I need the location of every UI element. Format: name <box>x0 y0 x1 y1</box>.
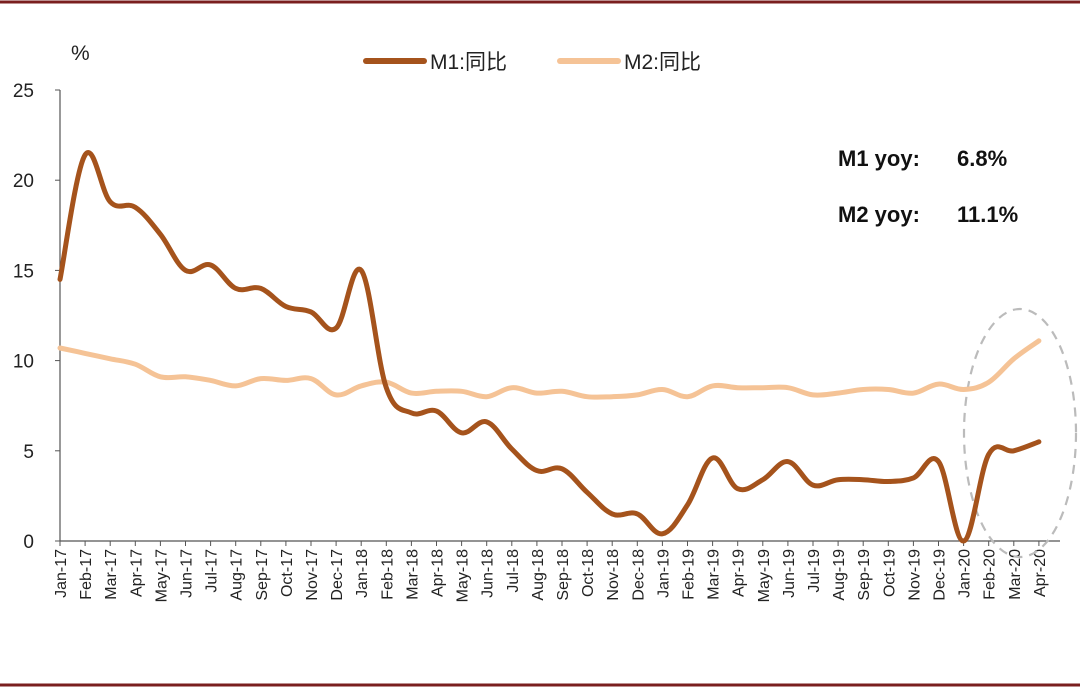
x-tick-label: Jan-19 <box>655 549 672 598</box>
x-tick-label: Sep-17 <box>254 549 271 601</box>
x-tick-label: Sep-19 <box>856 549 873 601</box>
annotation-m1: M1 yoy: 6.8% <box>838 146 1007 171</box>
x-tick-label: Feb-19 <box>681 549 698 600</box>
x-tick-label: Jun-18 <box>480 549 497 598</box>
x-tick-label: Apr-18 <box>430 549 447 597</box>
y-tick-label: 5 <box>23 442 34 463</box>
x-tick-label: Mar-20 <box>1007 549 1024 600</box>
x-tick-label: Jan-18 <box>354 549 371 598</box>
series-line-m2 <box>57 338 1042 400</box>
x-tick-label: Aug-19 <box>831 549 848 601</box>
x-tick-label: Jul-19 <box>806 549 823 593</box>
annotation-m2-label: M2 yoy: <box>838 202 920 227</box>
x-tick-label: Oct-17 <box>279 549 296 597</box>
annotation-m2: M2 yoy: 11.1% <box>838 202 1018 227</box>
x-tick-label: Dec-19 <box>932 549 949 601</box>
x-tick-label: Aug-18 <box>530 549 547 601</box>
x-tick-label: Jan-17 <box>53 549 70 598</box>
x-tick-label: Nov-19 <box>906 549 923 601</box>
x-tick-label: Jun-17 <box>179 549 196 598</box>
series-line-m1 <box>57 150 1042 544</box>
x-tick-label: Feb-20 <box>982 549 999 600</box>
highlight-ellipse <box>962 307 1078 559</box>
x-tick-label: Mar-18 <box>404 549 421 600</box>
x-tick-label: Jul-17 <box>204 549 221 593</box>
x-tick-label: Jan-20 <box>957 549 974 598</box>
x-tick-label: Dec-17 <box>329 549 346 601</box>
legend-label-m2: M2:同比 <box>624 51 701 74</box>
x-tick-label: Oct-19 <box>881 549 898 597</box>
x-axis-ticks: Jan-17 Feb-17 Mar-17 Apr-17 May-17 Jun-17 Jul-… <box>53 541 1049 602</box>
x-tick-label: Nov-17 <box>304 549 321 601</box>
x-tick-label: Sep-18 <box>555 549 572 601</box>
y-tick-label: 15 <box>13 261 34 282</box>
legend: M1:同比 M2:同比 <box>363 51 701 74</box>
y-tick-label: 10 <box>13 352 34 373</box>
y-unit-label: % <box>71 42 90 65</box>
annotation-m1-label: M1 yoy: <box>838 146 920 171</box>
annotation-m2-value: 11.1% <box>957 202 1018 227</box>
x-tick-label: Apr-19 <box>731 549 748 597</box>
y-axis-ticks: 0 5 10 15 20 25 <box>13 81 60 553</box>
x-tick-label: Jul-18 <box>505 549 522 593</box>
y-tick-label: 20 <box>13 171 34 192</box>
x-tick-label: Apr-17 <box>128 549 145 597</box>
x-tick-label: Feb-18 <box>379 549 396 600</box>
x-tick-label: Mar-17 <box>103 549 120 600</box>
x-tick-label: Feb-17 <box>78 549 95 600</box>
x-tick-label: Apr-20 <box>1032 549 1049 597</box>
x-tick-label: May-18 <box>455 549 472 602</box>
x-tick-label: May-17 <box>153 549 170 602</box>
x-tick-label: Aug-17 <box>229 549 246 601</box>
y-tick-label: 0 <box>23 532 34 553</box>
x-tick-label: Mar-19 <box>706 549 723 600</box>
x-tick-label: Oct-18 <box>580 549 597 597</box>
x-tick-label: Jun-19 <box>781 549 798 598</box>
legend-label-m1: M1:同比 <box>430 51 507 74</box>
x-tick-label: Nov-18 <box>605 549 622 601</box>
x-tick-label: May-19 <box>756 549 773 602</box>
y-tick-label: 25 <box>13 81 34 102</box>
annotation-m1-value: 6.8% <box>957 146 1007 171</box>
series-layer <box>57 150 1042 544</box>
x-tick-label: Dec-18 <box>630 549 647 601</box>
